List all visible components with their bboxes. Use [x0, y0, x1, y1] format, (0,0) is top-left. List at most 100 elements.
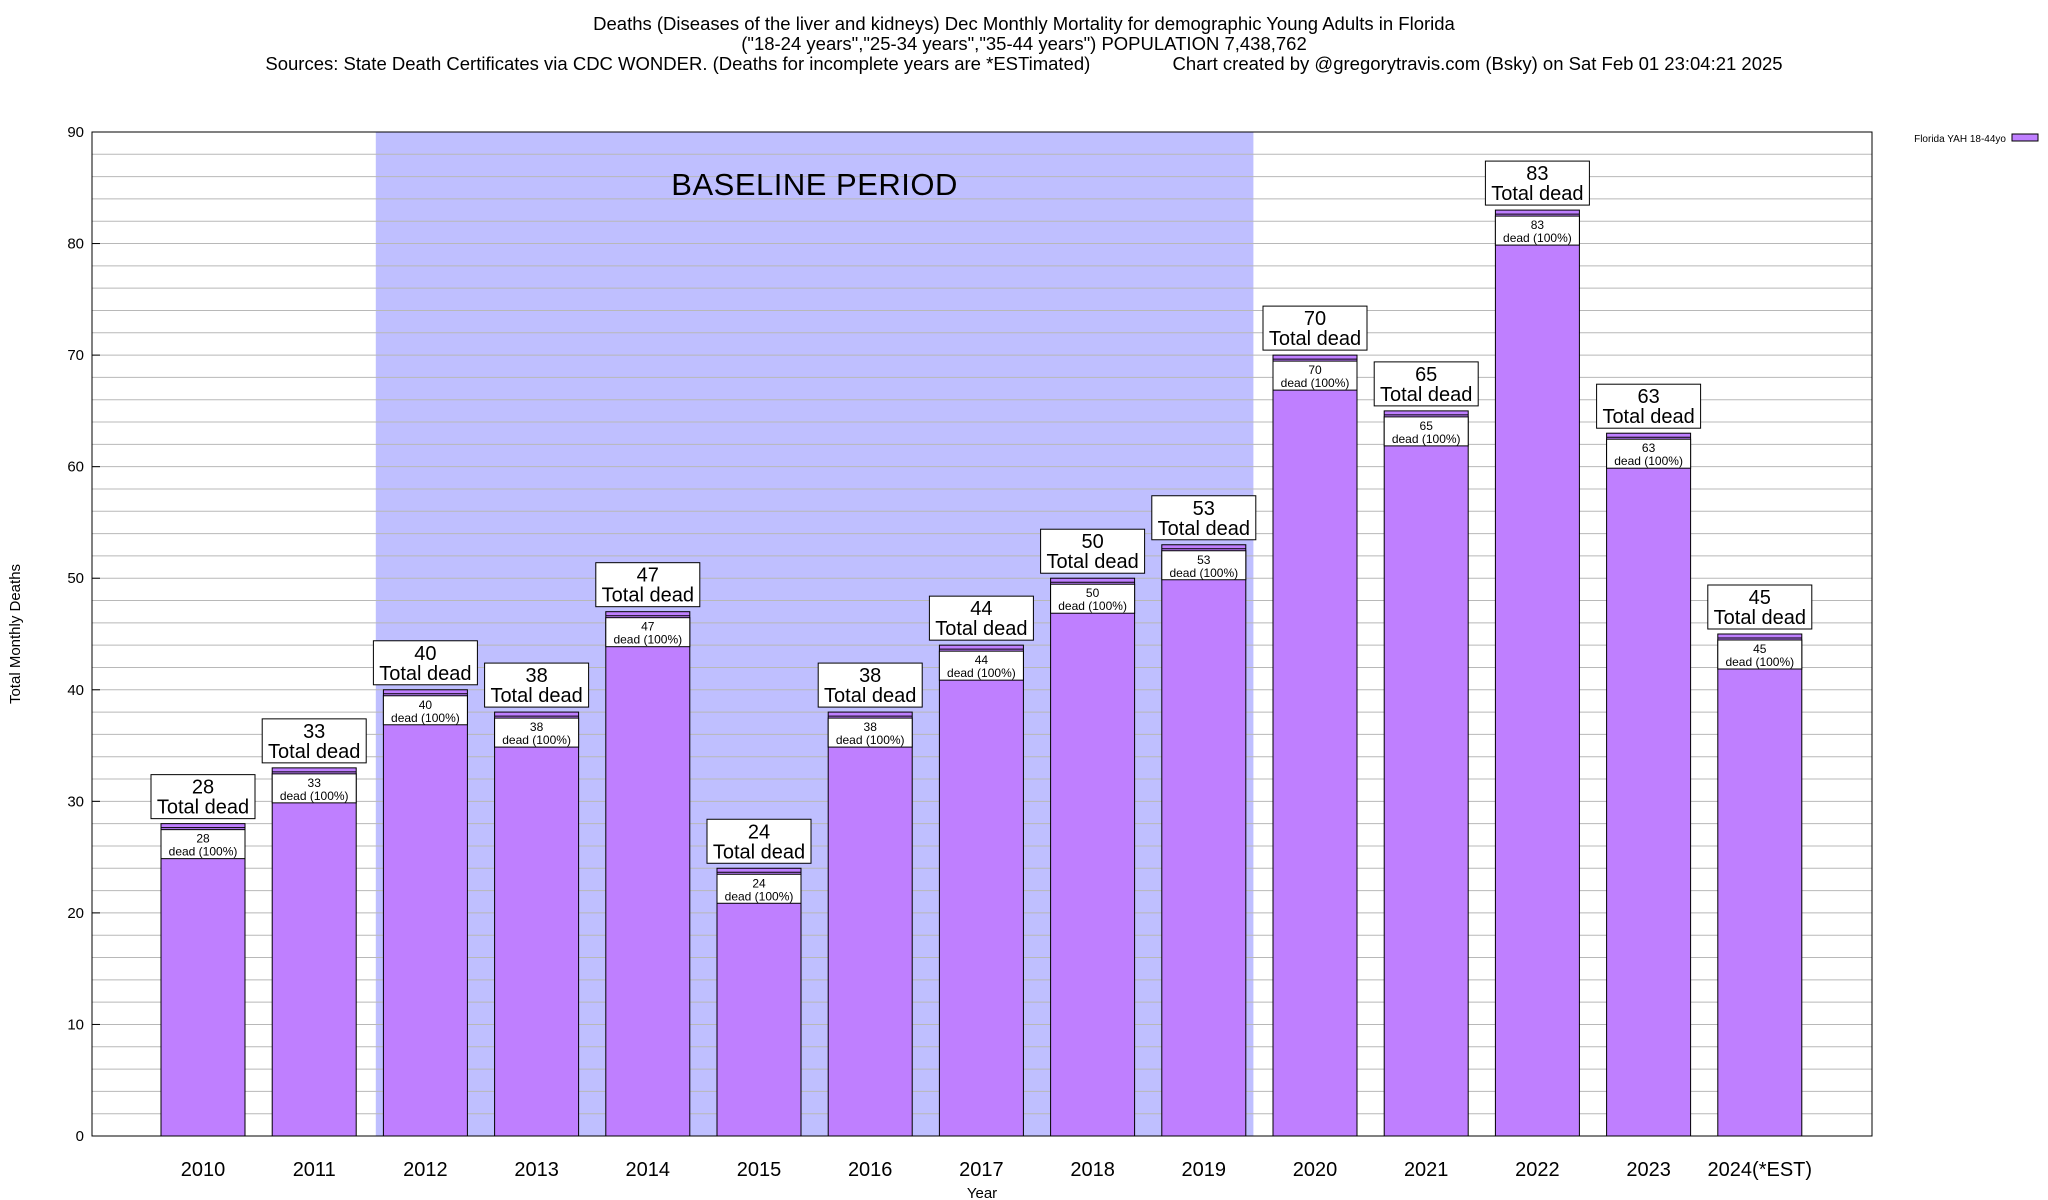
bar-total-label-box — [261, 718, 367, 764]
y-axis-label: Total Monthly Deaths — [7, 564, 24, 704]
bar-inner-value: 33 — [308, 776, 322, 790]
x-tick-label: 2019 — [1182, 1159, 1227, 1181]
bar-total-label-box — [706, 818, 812, 864]
bar-inner-percent-label: dead (100%) — [1058, 599, 1127, 613]
bar-total-label: Total dead — [602, 585, 694, 607]
y-tick-label: 0 — [76, 1128, 84, 1145]
bar-inner-percent-label: dead (100%) — [391, 711, 460, 725]
legend-swatch — [2011, 133, 2039, 142]
bar — [1606, 432, 1692, 1137]
bar-inner-value: 24 — [752, 876, 766, 890]
bar-inner-label-box — [1606, 438, 1692, 469]
bar-total-value: 45 — [1749, 587, 1771, 609]
x-tick-label: 2017 — [959, 1159, 1004, 1181]
y-tick-label: 20 — [67, 905, 84, 922]
bar-inner-value: 28 — [196, 832, 210, 846]
bar-total-label-box — [150, 774, 256, 820]
bar-inner-label-box — [494, 717, 580, 748]
x-tick-label: 2021 — [1404, 1159, 1449, 1181]
x-axis-label: Year — [967, 1185, 997, 1200]
bar — [271, 767, 357, 1137]
bar-inner-value: 70 — [1308, 363, 1322, 377]
bar-total-label-box — [484, 662, 590, 708]
bar — [1272, 354, 1358, 1137]
chart-source-line: Sources: State Death Certificates via CD… — [265, 53, 1783, 74]
bar-inner-percent-label: dead (100%) — [947, 666, 1016, 680]
bar-total-value: 38 — [859, 665, 881, 687]
bar-total-label-box — [1262, 305, 1368, 351]
bar-total-label: Total dead — [1046, 551, 1138, 573]
bar-total-label-box — [928, 595, 1034, 641]
bar-inner-percent-label: dead (100%) — [725, 889, 794, 903]
bar-inner-value: 50 — [1086, 586, 1100, 600]
bar-total-value: 70 — [1304, 308, 1326, 330]
bar — [382, 689, 468, 1137]
legend-entry-label: Florida YAH 18-44yo — [1914, 134, 2006, 145]
x-tick-label: 2014 — [626, 1159, 671, 1181]
bar-total-label: Total dead — [1491, 183, 1583, 205]
bar — [827, 711, 913, 1137]
bar — [605, 611, 691, 1137]
bar-total-label-box — [1373, 361, 1479, 407]
bar-inner-label-box — [160, 829, 246, 860]
bar — [1050, 577, 1136, 1137]
bar-inner-value: 44 — [975, 653, 989, 667]
bar — [494, 711, 580, 1137]
bar-total-label: Total dead — [935, 618, 1027, 640]
bar-total-label: Total dead — [157, 797, 249, 819]
chart-title: Deaths (Diseases of the liver and kidney… — [593, 13, 1455, 34]
bar-inner-value: 38 — [530, 720, 544, 734]
bar-total-value: 38 — [525, 665, 547, 687]
x-tick-label: 2024(*EST) — [1708, 1159, 1813, 1181]
bar-total-value: 63 — [1637, 386, 1659, 408]
bar-inner-percent-label: dead (100%) — [169, 845, 238, 859]
bar-total-label: Total dead — [268, 741, 360, 763]
y-tick-label: 60 — [67, 459, 84, 476]
bar-inner-percent-label: dead (100%) — [1392, 432, 1461, 446]
bar-inner-percent-label: dead (100%) — [613, 633, 682, 647]
bar-total-value: 44 — [970, 598, 992, 620]
x-tick-label: 2020 — [1293, 1159, 1338, 1181]
chart-subtitle: ("18-24 years","25-34 years","35-44 year… — [741, 33, 1307, 54]
bar-inner-percent-label: dead (100%) — [1281, 376, 1350, 390]
bar-total-value: 47 — [637, 565, 659, 587]
y-tick-label: 10 — [67, 1016, 84, 1033]
x-tick-label: 2012 — [403, 1159, 448, 1181]
y-tick-label: 50 — [67, 570, 84, 587]
bar-inner-percent-label: dead (100%) — [1169, 566, 1238, 580]
bar-inner-value: 65 — [1420, 419, 1434, 433]
y-axis-ticks: 0 10 20 30 40 50 60 70 80 90 — [67, 124, 100, 1145]
bar-inner-label-box — [716, 873, 802, 904]
bar-total-label: Total dead — [1158, 518, 1250, 540]
bar — [1494, 209, 1580, 1137]
bar-total-value: 24 — [748, 821, 770, 843]
bar-total-label-box — [1484, 160, 1590, 206]
bar-total-label-box — [1151, 495, 1257, 541]
y-tick-label: 70 — [67, 347, 84, 364]
bar-inner-label-box — [938, 650, 1024, 681]
bar-inner-label-box — [1161, 550, 1247, 581]
bar-total-label: Total dead — [713, 841, 805, 863]
bar-inner-value: 47 — [641, 620, 655, 634]
bar-inner-percent-label: dead (100%) — [1725, 655, 1794, 669]
legend: Florida YAH 18-44yo — [1914, 133, 2039, 145]
bar-inner-value: 63 — [1642, 441, 1656, 455]
bar — [716, 867, 802, 1137]
bar-inner-value: 40 — [419, 698, 433, 712]
bar-total-label: Total dead — [1602, 406, 1694, 428]
bar-inner-value: 38 — [864, 720, 878, 734]
bar-inner-value: 53 — [1197, 553, 1211, 567]
x-tick-label: 2010 — [181, 1159, 226, 1181]
y-tick-label: 40 — [67, 682, 84, 699]
x-tick-label: 2023 — [1626, 1159, 1671, 1181]
bar-inner-percent-label: dead (100%) — [1503, 231, 1572, 245]
bar-inner-value: 83 — [1531, 218, 1545, 232]
bar-inner-label-box — [827, 717, 913, 748]
bar-inner-label-box — [271, 773, 357, 804]
y-tick-label: 90 — [67, 124, 84, 141]
bar-inner-label-box — [1383, 416, 1469, 447]
bar-total-label: Total dead — [824, 685, 916, 707]
bar-inner-percent-label: dead (100%) — [1614, 454, 1683, 468]
